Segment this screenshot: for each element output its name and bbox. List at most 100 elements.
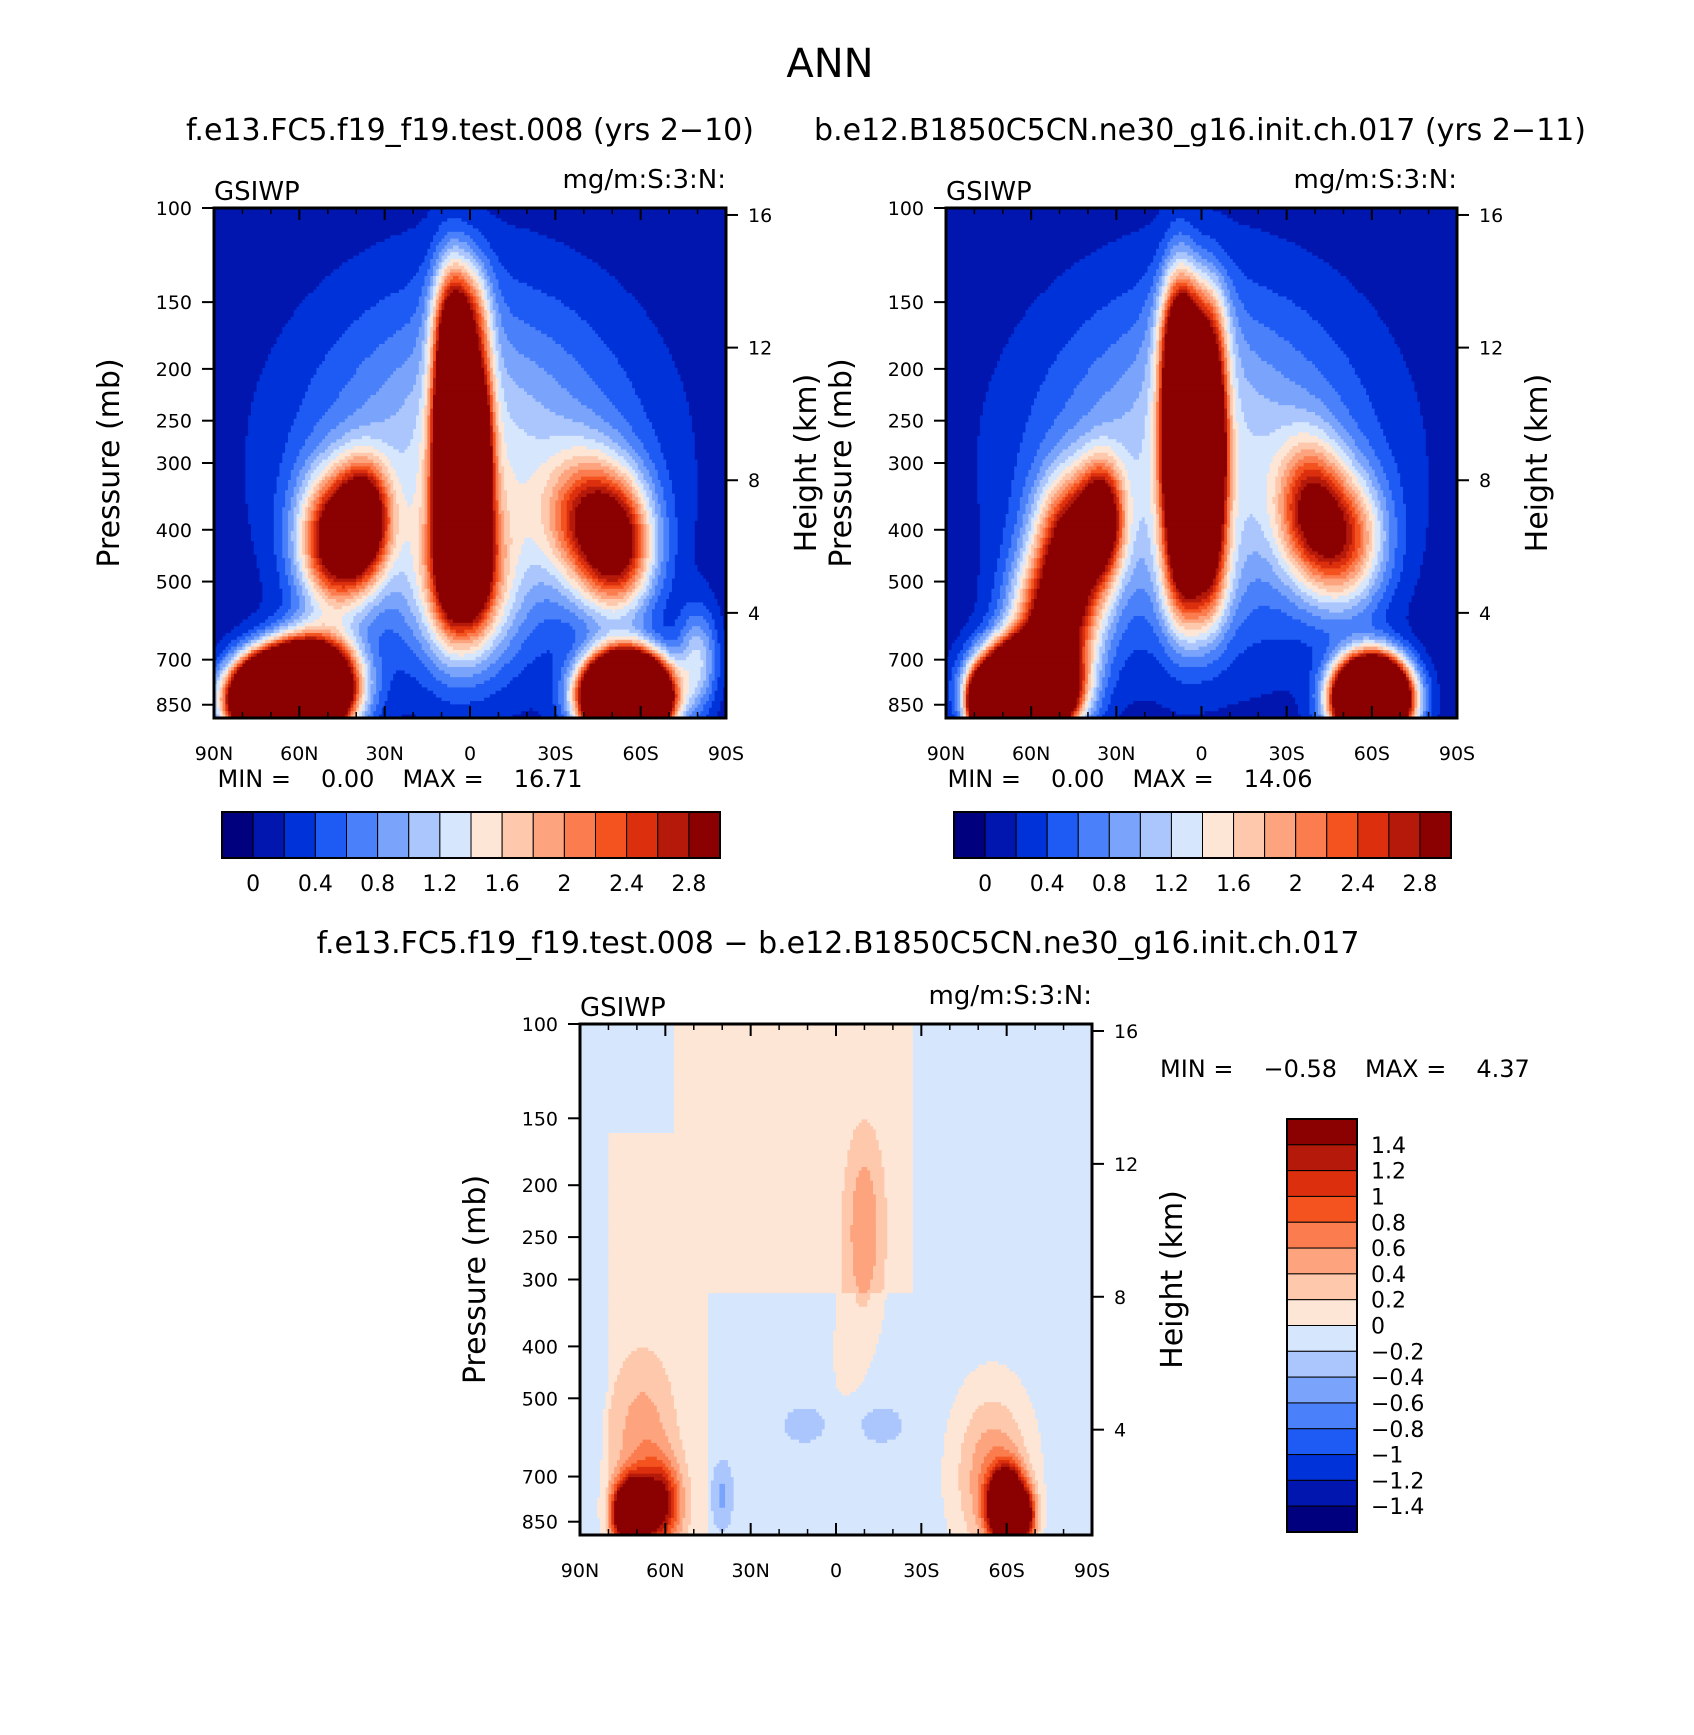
- field-cell: [521, 578, 559, 583]
- field-cell: [424, 381, 428, 386]
- field-cell: [415, 225, 440, 229]
- field-cell: [646, 595, 653, 600]
- field-cell: [433, 289, 437, 294]
- field-cell: [435, 575, 494, 580]
- field-cell: [524, 354, 573, 359]
- field-cell: [310, 524, 315, 529]
- field-cell: [492, 527, 497, 532]
- field-cell: [595, 660, 659, 665]
- field-cell: [330, 497, 380, 501]
- field-cell: [296, 412, 326, 416]
- field-cell: [282, 636, 289, 641]
- field-cell: [296, 306, 372, 311]
- field-cell: [689, 673, 701, 678]
- field-cell: [640, 554, 645, 559]
- field-cell: [319, 473, 326, 478]
- field-cell: [637, 473, 645, 478]
- field-cell: [580, 568, 588, 573]
- field-cell: [663, 520, 670, 525]
- field-cell: [697, 476, 727, 481]
- field-cell: [322, 493, 326, 498]
- field-cell: [214, 228, 409, 233]
- field-cell: [276, 565, 286, 569]
- field-cell: [467, 633, 480, 637]
- field-cell: [541, 463, 562, 467]
- field-cell: [256, 558, 278, 563]
- field-cell: [575, 571, 579, 576]
- field-cell: [433, 354, 437, 359]
- field-cell: [626, 486, 633, 491]
- field-cell: [398, 449, 406, 454]
- field-cell: [489, 361, 494, 365]
- field-cell: [253, 548, 275, 552]
- field-cell: [450, 269, 463, 274]
- field-cell: [450, 622, 474, 627]
- field-cell: [214, 259, 349, 263]
- field-cell: [506, 269, 608, 274]
- field-cell: [387, 497, 391, 501]
- field-cell: [634, 554, 639, 559]
- field-cell: [487, 626, 494, 631]
- field-cell: [253, 650, 258, 654]
- field-cell: [444, 299, 468, 304]
- field-cell: [302, 507, 306, 512]
- field-cell: [578, 554, 582, 559]
- field-cell: [424, 415, 428, 420]
- field-cell: [575, 507, 625, 512]
- field-cell: [637, 643, 645, 648]
- field-cell: [663, 517, 670, 522]
- field-cell: [378, 449, 400, 454]
- field-cell: [350, 466, 372, 471]
- field-cell: [504, 425, 519, 430]
- field-cell: [646, 629, 656, 634]
- field-cell: [276, 633, 283, 637]
- field-cell: [643, 517, 647, 522]
- field-cell: [472, 619, 480, 624]
- field-cell: [654, 643, 662, 648]
- field-cell: [424, 432, 428, 437]
- field-cell: [418, 459, 423, 464]
- field-cell: [720, 660, 727, 665]
- field-cell: [506, 602, 514, 607]
- field-cell: [310, 463, 320, 467]
- field-cell: [231, 660, 235, 665]
- field-cell: [342, 483, 374, 488]
- field-cell: [242, 656, 246, 661]
- field-cell: [424, 493, 428, 498]
- field-cell: [487, 320, 491, 325]
- field-cell: [615, 609, 630, 614]
- field-cell: [475, 316, 480, 321]
- field-cell: [711, 680, 719, 685]
- field-cell: [643, 602, 650, 607]
- field-cell: [586, 561, 591, 566]
- field-cell: [418, 442, 426, 447]
- field-cell: [376, 391, 411, 396]
- field-cell: [302, 537, 306, 542]
- field-cell: [307, 616, 320, 620]
- field-cell: [495, 449, 500, 454]
- field-cell: [424, 306, 428, 311]
- field-cell: [552, 551, 562, 556]
- field-cell: [495, 391, 500, 396]
- field-cell: [541, 507, 551, 512]
- field-cell: [413, 629, 423, 634]
- field-cell: [541, 493, 554, 498]
- field-cell: [498, 439, 502, 444]
- field-cell: [646, 531, 650, 535]
- field-cell: [632, 534, 636, 539]
- field-cell: [663, 551, 670, 556]
- field-cell: [282, 588, 292, 593]
- field-cell: [214, 524, 252, 529]
- field-cell: [657, 656, 662, 661]
- field-cell: [586, 255, 727, 260]
- field-cell: [293, 575, 298, 580]
- field-cell: [592, 565, 628, 569]
- field-cell: [390, 684, 423, 688]
- field-cell: [501, 517, 505, 522]
- field-cell: [492, 323, 497, 328]
- field-cell: [299, 602, 306, 607]
- field-cell: [566, 527, 571, 532]
- field-cell: [717, 677, 727, 682]
- field-cell: [433, 347, 437, 352]
